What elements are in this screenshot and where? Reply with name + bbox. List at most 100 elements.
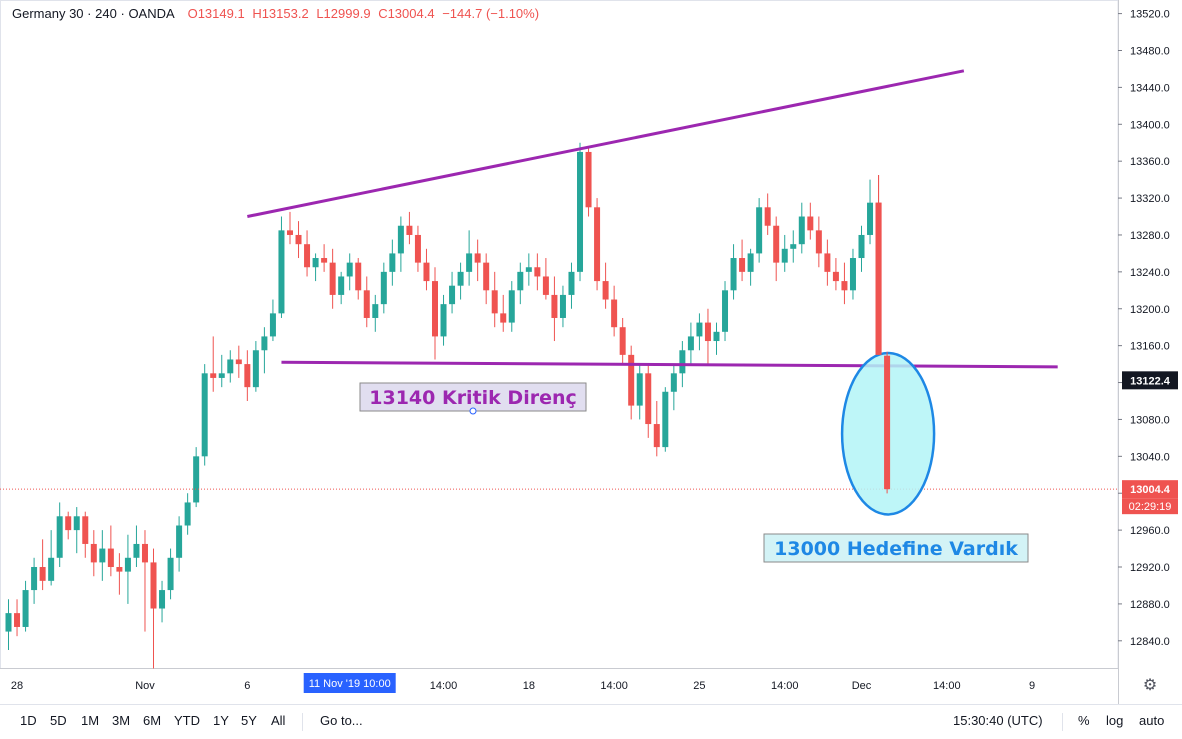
symbol-name: Germany 30: [12, 6, 84, 21]
candle-body: [235, 359, 242, 365]
range-6m-button[interactable]: 6M: [143, 713, 162, 728]
candle-body: [423, 262, 430, 282]
x-tick-label: Nov: [135, 680, 155, 692]
range-all-button[interactable]: All: [271, 713, 286, 728]
candle-body: [807, 216, 814, 231]
range-5y-button[interactable]: 5Y: [241, 713, 257, 728]
candle-body: [636, 373, 643, 406]
candle-body: [39, 567, 46, 581]
settings-gear-icon[interactable]: ⚙: [1142, 677, 1158, 694]
candle-body: [781, 248, 788, 263]
range-1d-button[interactable]: 1D: [20, 713, 37, 728]
candle-body: [201, 373, 208, 457]
candle-body: [670, 373, 677, 392]
close-value: C13004.4: [378, 6, 435, 21]
candle-body: [841, 281, 848, 291]
range-1m-button[interactable]: 1M: [81, 713, 100, 728]
y-tick-label: 12840.0: [1130, 636, 1170, 648]
candle-body: [722, 290, 729, 332]
x-tick-label: 9: [1029, 680, 1035, 692]
open-value: O13149.1: [187, 6, 245, 21]
x-tick-label: 14:00: [933, 680, 961, 692]
y-tick-label: 13160.0: [1130, 341, 1170, 353]
kritik-annotation-text: 13140 Kritik Direnç: [369, 387, 577, 409]
candle-body: [286, 230, 293, 235]
y-tick-label: 13200.0: [1130, 304, 1170, 316]
candle-body: [269, 313, 276, 337]
y-tick-label: 13080.0: [1130, 414, 1170, 426]
candle-body: [227, 359, 234, 374]
candle-body: [346, 262, 353, 277]
crosshair-price-label-bg: [1122, 371, 1178, 390]
candle-body: [849, 258, 856, 291]
candle-body: [773, 225, 780, 263]
candle-body: [124, 557, 131, 572]
y-tick-label: 12880.0: [1130, 599, 1170, 611]
candle-body: [747, 253, 754, 272]
candle-body: [56, 516, 63, 558]
x-crosshair-label: 11 Nov '19 10:00: [309, 678, 391, 690]
auto-toggle[interactable]: auto: [1139, 713, 1165, 728]
candle-body: [440, 304, 447, 337]
candle-body: [483, 262, 490, 291]
candle-body: [875, 202, 882, 355]
goto-button[interactable]: Go to...: [320, 713, 363, 728]
candle-body: [628, 354, 635, 406]
change-value: −144.7 (−1.10%): [442, 6, 540, 21]
candle-body: [662, 391, 669, 448]
candle-body: [31, 567, 38, 591]
candle-body: [210, 373, 217, 378]
last-price-label-bg: [1122, 480, 1178, 499]
candle-body: [363, 290, 370, 318]
candle-body: [517, 271, 524, 291]
candle-body: [585, 151, 592, 208]
candle-body: [713, 331, 720, 342]
candle-body: [372, 304, 379, 318]
bottom-toolbar: 1D 5D 1M 3M 6M YTD 1Y 5Y All Go to... 15…: [0, 704, 1182, 739]
candle-body: [380, 271, 387, 305]
log-toggle[interactable]: log: [1106, 713, 1124, 728]
candle-body: [559, 294, 566, 318]
percent-toggle[interactable]: %: [1078, 713, 1090, 728]
hedef-annotation[interactable]: 13000 Hedefine Vardık: [763, 533, 1029, 563]
candle-body: [321, 258, 328, 263]
candle-body: [218, 373, 225, 378]
x-tick-label: 25: [693, 680, 705, 692]
kritik-annotation[interactable]: 13140 Kritik Direnç: [359, 382, 587, 412]
candle-body: [577, 151, 584, 272]
range-ytd-button[interactable]: YTD: [174, 713, 200, 728]
range-5d-button[interactable]: 5D: [50, 713, 67, 728]
candle-body: [14, 613, 21, 627]
candle-body: [466, 253, 473, 272]
high-value: H13153.2: [252, 6, 309, 21]
interval-label: 240: [95, 6, 117, 21]
x-crosshair-label-bg: [303, 673, 396, 693]
x-tick-label: 28: [11, 680, 23, 692]
candle-body: [252, 350, 259, 388]
candle-body: [159, 590, 166, 609]
annotation-anchor[interactable]: [469, 407, 477, 415]
candle-body: [355, 262, 362, 291]
trendline-support[interactable]: [281, 360, 1058, 369]
candle-body: [756, 207, 763, 254]
utc-time[interactable]: 15:30:40 (UTC): [953, 713, 1043, 728]
hedef-annotation-text: 13000 Hedefine Vardık: [774, 538, 1018, 560]
price-chart-svg[interactable]: 12840.012880.012920.012960.013000.013040…: [0, 0, 1182, 704]
candle-body: [73, 516, 80, 531]
candle-body: [739, 258, 746, 272]
y-tick-label: 13520.0: [1130, 9, 1170, 21]
range-1y-button[interactable]: 1Y: [213, 713, 229, 728]
low-value: L12999.9: [316, 6, 371, 21]
candle-body: [764, 207, 771, 226]
candle-body: [491, 290, 498, 314]
range-3m-button[interactable]: 3M: [112, 713, 131, 728]
candle-body: [525, 267, 532, 272]
candle-body: [176, 525, 183, 558]
candle-body: [687, 336, 694, 351]
candle-body: [884, 355, 891, 490]
trendline-upper[interactable]: [247, 69, 965, 218]
candle-body: [65, 516, 72, 531]
x-tick-label: 6: [244, 680, 250, 692]
candle-body: [619, 327, 626, 355]
